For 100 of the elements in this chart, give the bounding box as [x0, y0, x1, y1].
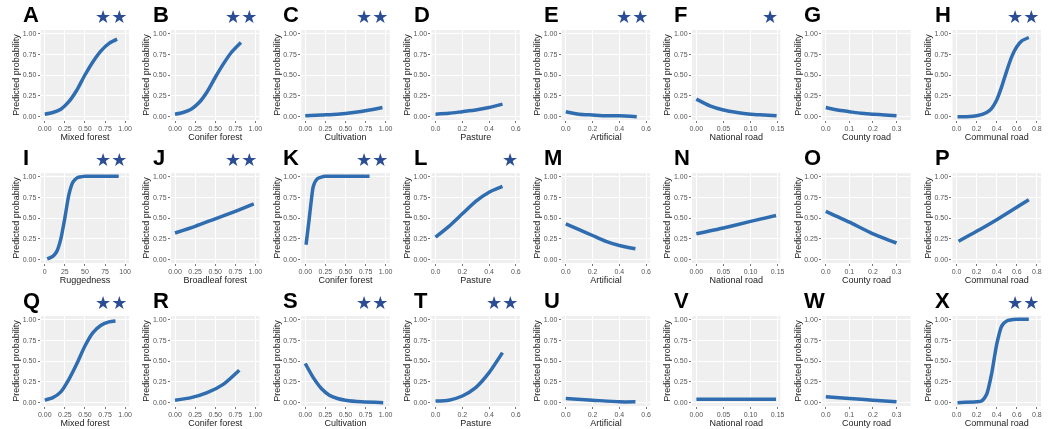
x-axis-title: Pasture: [460, 275, 492, 286]
y-axis-title: Predicted probability: [11, 176, 22, 259]
text: ★★: [225, 6, 258, 27]
chart-title: W: [804, 288, 825, 313]
y-axis-title: Predicted probability: [271, 176, 282, 259]
line-series: [955, 317, 1031, 405]
text: ★★: [225, 149, 258, 170]
text: ★★: [356, 292, 389, 313]
text: ★★: [356, 6, 389, 27]
x-axis-title: Conifer forest: [318, 275, 373, 286]
chart-title: N: [674, 145, 690, 170]
y-axis-title: Predicted probability: [141, 176, 152, 259]
y-axis-title: Predicted probability: [401, 319, 412, 402]
y-axis-title: Predicted probability: [271, 33, 282, 116]
line-series: [45, 174, 121, 261]
line-series: [824, 209, 899, 245]
y-axis-title: Predicted probability: [792, 33, 803, 116]
line-series: [433, 102, 505, 116]
line-series: [304, 174, 372, 247]
line-series: [303, 361, 385, 405]
line-series: [43, 37, 119, 116]
x-axis-title: Pasture: [460, 418, 492, 429]
chart-title: U: [544, 288, 560, 313]
x-axis-title: Conifer forest: [188, 418, 243, 429]
text: ★★: [616, 6, 649, 27]
chart-title: R: [153, 288, 169, 313]
chart-title: X: [935, 288, 950, 313]
chart-title: J: [153, 145, 166, 170]
chart-title: M: [544, 145, 563, 170]
chart-title: F: [674, 2, 688, 27]
chart-title: H: [935, 2, 951, 27]
chart-title: B: [153, 2, 169, 27]
text: ★★: [486, 292, 519, 313]
chart-title: G: [804, 2, 822, 27]
chart-title: L: [414, 145, 428, 170]
text: ★★: [95, 292, 128, 313]
chart-title: V: [674, 288, 689, 313]
chart-title: P: [935, 145, 950, 170]
text: ★★: [1007, 292, 1040, 313]
x-axis-title: Broadleaf forest: [183, 275, 248, 286]
line-series: [173, 368, 242, 402]
chart-title: E: [544, 2, 559, 27]
line-series: [956, 197, 1031, 244]
line-series: [433, 184, 505, 239]
y-axis-title: Predicted probability: [792, 176, 803, 259]
line-series: [955, 35, 1031, 119]
chart-title: K: [283, 145, 299, 170]
y-axis-title: Predicted probability: [271, 319, 282, 402]
x-axis-title: Pasture: [460, 132, 492, 143]
x-axis-title: Cultivation: [324, 418, 367, 429]
y-axis-title: Predicted probability: [922, 176, 933, 259]
y-axis-title: Predicted probability: [401, 176, 412, 259]
text: ★★: [95, 149, 128, 170]
y-axis-title: Predicted probability: [532, 319, 543, 402]
line-series: [173, 40, 243, 116]
x-axis-title: National road: [709, 132, 763, 143]
x-axis-title: Mixed forest: [60, 418, 110, 429]
line-series: [303, 105, 385, 118]
text: ★★: [356, 149, 389, 170]
y-axis-title: Predicted probability: [792, 319, 803, 402]
chart-title: S: [283, 288, 298, 313]
chart-title: A: [23, 2, 39, 27]
text: ★★: [95, 6, 128, 27]
y-axis-title: Predicted probability: [662, 319, 673, 402]
x-axis-title: Conifer forest: [188, 132, 243, 143]
y-axis-title: Predicted probability: [11, 33, 22, 116]
text: ★★: [1007, 6, 1040, 27]
line-series: [824, 105, 899, 118]
x-axis-title: Artificial: [590, 275, 622, 286]
x-axis-title: Mixed forest: [60, 132, 110, 143]
x-axis-title: Cultivation: [324, 132, 367, 143]
y-axis-title: Predicted probability: [532, 33, 543, 116]
text: ★: [502, 149, 519, 170]
line-series: [43, 319, 118, 402]
x-axis-title: Artificial: [590, 132, 622, 143]
line-series: [433, 350, 505, 403]
y-axis-title: Predicted probability: [662, 33, 673, 116]
x-axis-title: Communal road: [964, 132, 1029, 143]
chart-title: O: [804, 145, 822, 170]
x-axis-title: National road: [709, 275, 763, 286]
y-axis-title: Predicted probability: [662, 176, 673, 259]
chart-title: D: [414, 2, 430, 27]
y-axis-title: Predicted probability: [922, 319, 933, 402]
x-axis-title: County road: [841, 275, 891, 286]
x-axis-title: County road: [841, 132, 891, 143]
text: ★: [762, 6, 779, 27]
y-axis-title: Predicted probability: [11, 319, 22, 402]
line-series: [694, 213, 778, 236]
line-series: [564, 222, 638, 251]
x-axis-title: County road: [841, 418, 891, 429]
x-axis-title: Artificial: [590, 418, 622, 429]
x-axis-title: Ruggedness: [59, 275, 111, 286]
y-axis-title: Predicted probability: [401, 33, 412, 116]
y-axis-title: Predicted probability: [532, 176, 543, 259]
x-axis-title: National road: [709, 418, 763, 429]
line-series: [694, 97, 779, 118]
chart-title: C: [283, 2, 299, 27]
line-series: [173, 202, 256, 235]
chart-title: Q: [23, 288, 41, 313]
x-axis-title: Communal road: [964, 418, 1029, 429]
